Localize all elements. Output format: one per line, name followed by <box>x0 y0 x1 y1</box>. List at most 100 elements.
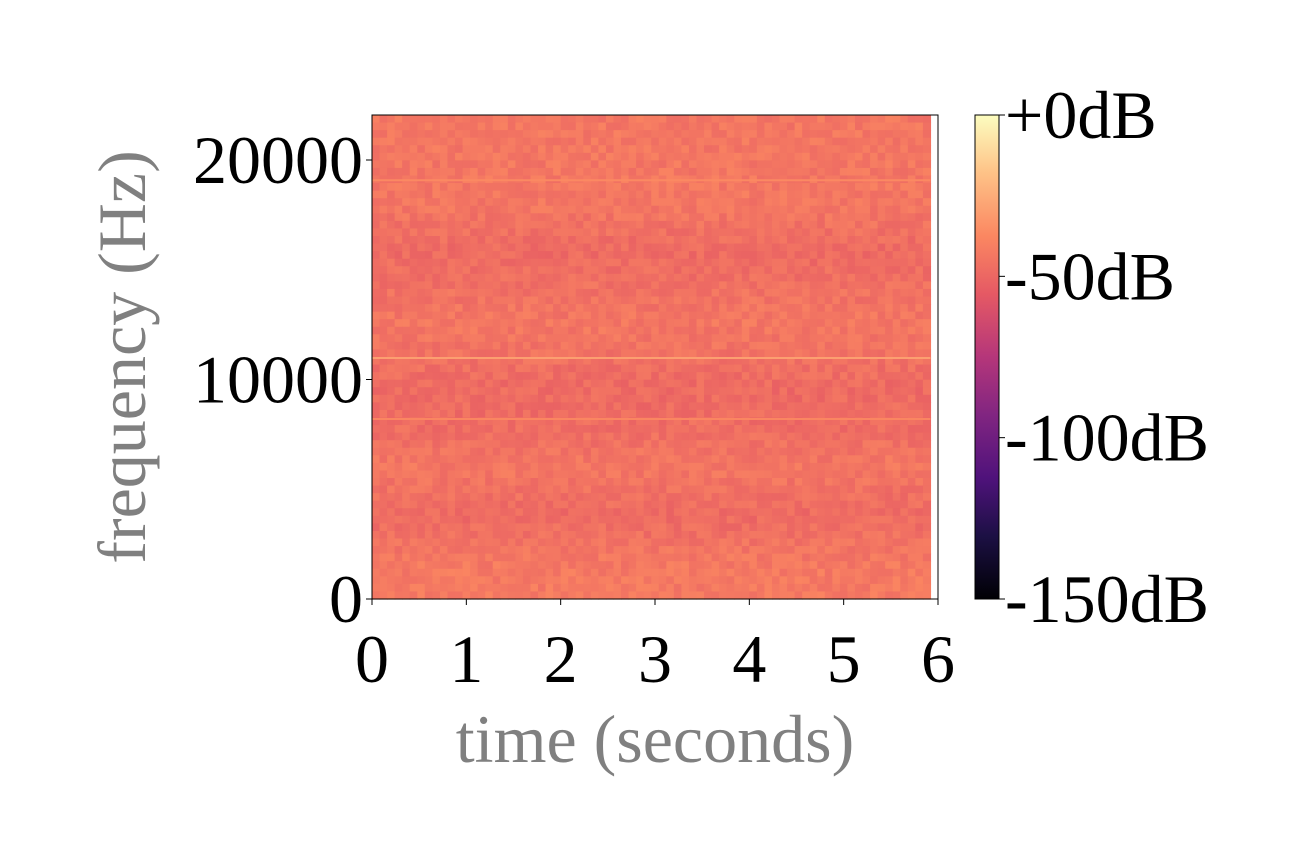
spectrogram-cell <box>387 447 396 456</box>
spectrogram-cell <box>485 266 494 275</box>
spectrogram-cell <box>515 334 524 343</box>
spectrogram-cell <box>809 576 818 585</box>
spectrogram-cell <box>628 508 637 517</box>
spectrogram-cell <box>621 576 630 585</box>
spectrogram-cell <box>696 258 705 267</box>
spectrogram-cell <box>832 455 841 464</box>
spectrogram-cell <box>726 266 735 275</box>
spectrogram-cell <box>824 515 833 524</box>
spectrogram-cell <box>666 372 675 381</box>
spectrogram-cell <box>696 372 705 381</box>
spectrogram-cell <box>372 447 381 456</box>
spectrogram-cell <box>409 591 418 600</box>
spectrogram-cell <box>643 258 652 267</box>
spectrogram-cell <box>817 553 826 562</box>
spectrogram-cell <box>636 115 645 124</box>
spectrogram-cell <box>771 115 781 124</box>
spectrogram-cell <box>583 485 592 494</box>
spectrogram-cell <box>538 568 547 577</box>
spectrogram-cell <box>854 349 864 358</box>
spectrogram-cell <box>590 296 599 305</box>
spectrogram-cell <box>726 409 735 419</box>
spectrogram-cell <box>681 160 690 169</box>
spectrogram-cell <box>824 296 833 305</box>
spectrogram-cell <box>711 364 720 373</box>
spectrogram-cell <box>854 319 864 328</box>
spectrogram-cell <box>756 425 766 434</box>
spectrogram-cell <box>726 425 735 434</box>
spectrogram-cell <box>681 432 690 441</box>
spectrogram-cell <box>741 236 750 245</box>
spectrogram-cell <box>613 319 622 328</box>
spectrogram-cell <box>477 152 486 161</box>
spectrogram-cell <box>885 304 894 313</box>
spectrogram-cell <box>447 553 456 562</box>
spectrogram-cell <box>802 508 811 517</box>
spectrogram-cell <box>817 493 826 502</box>
spectrogram-cell <box>553 213 562 222</box>
spectrogram-cell <box>432 304 441 313</box>
spectrogram-cell <box>809 432 818 441</box>
spectrogram-cell <box>643 220 652 230</box>
spectrogram-cell <box>447 447 456 456</box>
spectrogram-cell <box>439 349 449 358</box>
spectrogram-cell <box>839 455 849 464</box>
spectrogram-cell <box>538 394 547 403</box>
spectrogram-cell <box>538 115 547 124</box>
spectrogram-cell <box>673 523 683 532</box>
spectrogram-cell <box>507 576 516 585</box>
spectrogram-cell <box>477 198 486 207</box>
spectrogram-cell <box>771 205 781 214</box>
spectrogram-cell <box>915 591 924 600</box>
spectrogram-cell <box>530 304 539 313</box>
spectrogram-cell <box>734 251 743 260</box>
spectrogram-cell <box>643 326 652 335</box>
spectrogram-cell <box>832 493 841 502</box>
spectrogram-cell <box>417 236 426 245</box>
spectrogram-cell <box>771 319 781 328</box>
spectrogram-cell <box>764 455 773 464</box>
spectrogram-cell <box>870 205 879 214</box>
spectrogram-cell <box>402 319 411 328</box>
spectrogram-cell <box>704 409 713 419</box>
spectrogram-cell <box>900 243 909 252</box>
spectrogram-cell <box>568 364 577 373</box>
spectrogram-cell <box>636 462 645 472</box>
spectrogram-cell <box>643 296 652 305</box>
spectrogram-cell <box>545 417 554 426</box>
spectrogram-cell <box>802 417 811 426</box>
spectrogram-cell <box>877 152 886 161</box>
spectrogram-cell <box>726 432 735 441</box>
spectrogram-cell <box>771 122 781 131</box>
spectrogram-cell <box>907 243 916 252</box>
spectrogram-cell <box>824 440 833 449</box>
spectrogram-cell <box>432 530 441 540</box>
spectrogram-cell <box>643 349 652 358</box>
spectrogram-cell <box>870 167 879 177</box>
spectrogram-cell <box>500 319 509 328</box>
spectrogram-cell <box>447 160 456 169</box>
spectrogram-cell <box>424 137 433 146</box>
spectrogram-cell <box>809 220 818 230</box>
spectrogram-cell <box>734 379 743 388</box>
spectrogram-cell <box>372 167 381 177</box>
spectrogram-cell <box>387 160 396 169</box>
spectrogram-cell <box>379 425 388 434</box>
spectrogram-cell <box>522 440 532 449</box>
spectrogram-cell <box>787 372 796 381</box>
spectrogram-cell <box>771 152 781 161</box>
spectrogram-cell <box>802 288 811 298</box>
spectrogram-cell <box>553 538 562 547</box>
spectrogram-cell <box>447 530 456 540</box>
spectrogram-cell <box>560 591 569 600</box>
spectrogram-cell <box>394 167 403 177</box>
spectrogram-cell <box>553 493 562 502</box>
spectrogram-cell <box>704 341 713 351</box>
spectrogram-cell <box>666 409 675 419</box>
y-tick-label: 10000 <box>193 341 363 417</box>
spectrogram-cell <box>575 243 584 252</box>
spectrogram-cell <box>636 273 645 282</box>
spectrogram-cell <box>809 137 818 146</box>
spectrogram-cell <box>809 470 818 479</box>
spectrogram-cell <box>711 500 720 509</box>
